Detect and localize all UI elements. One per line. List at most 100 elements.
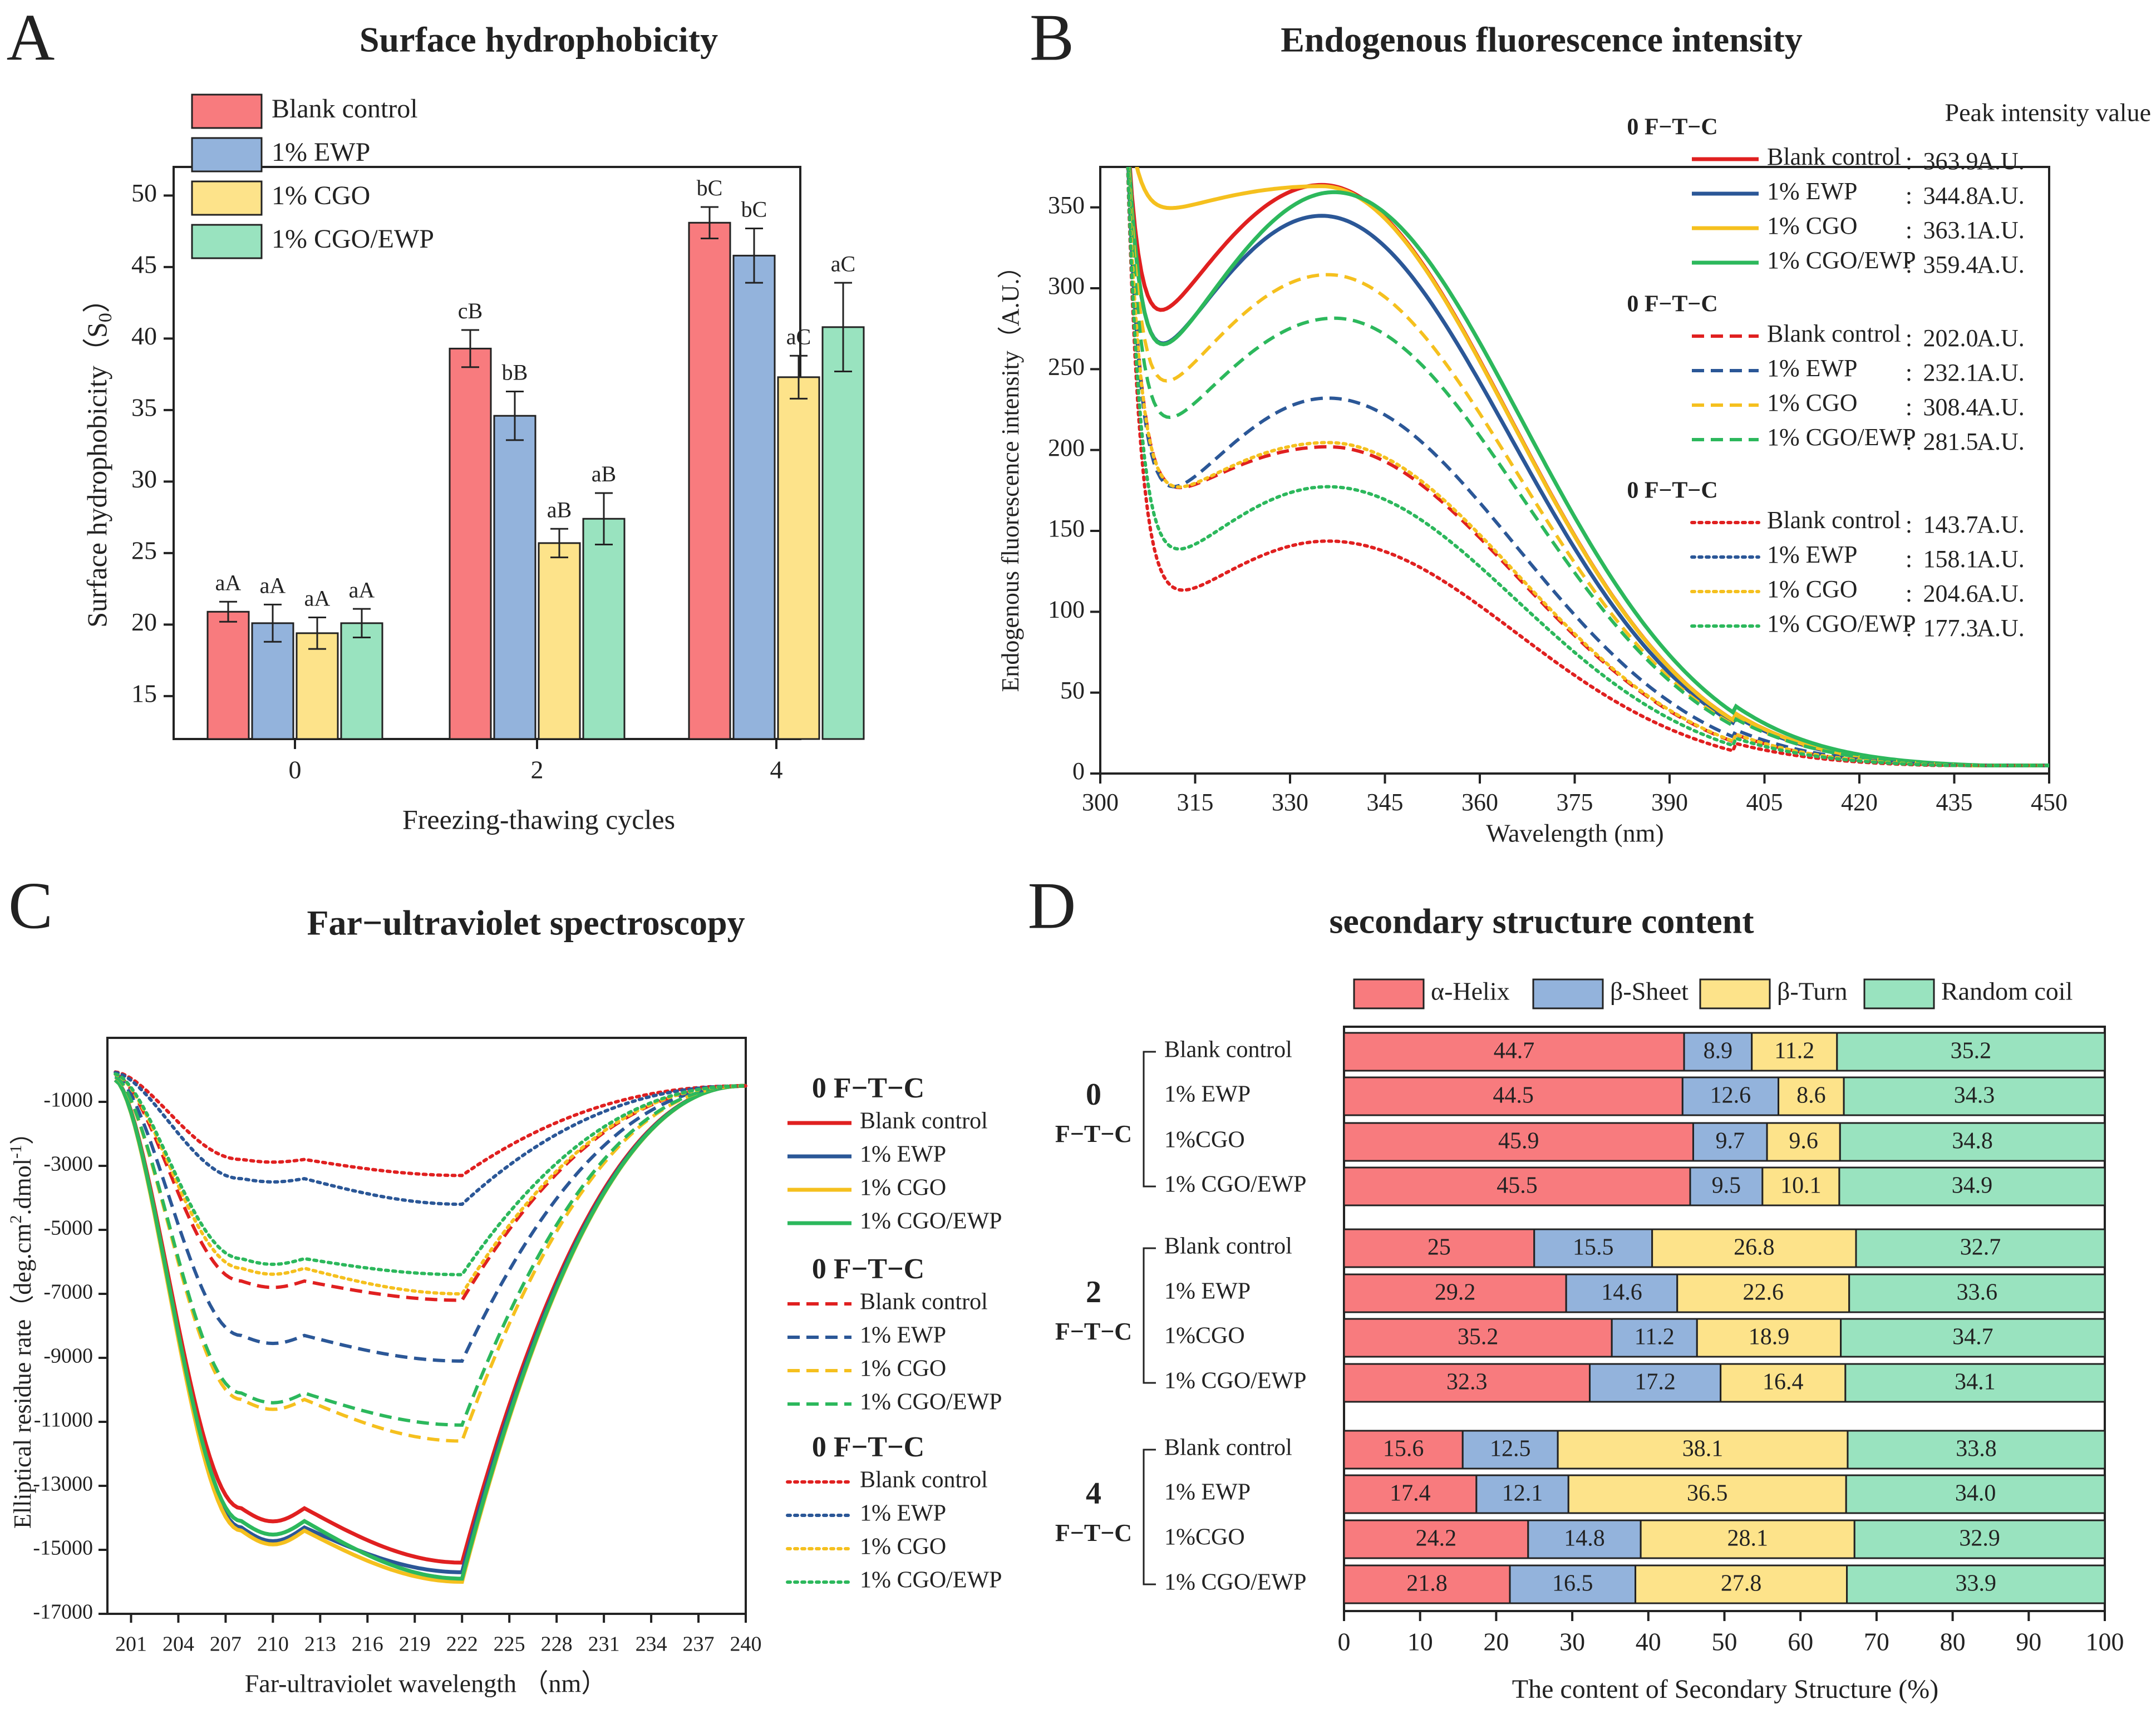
significance-label: aB — [547, 497, 572, 522]
y-tick-label: -11000 — [34, 1408, 93, 1432]
legend-swatch — [1699, 978, 1771, 1009]
colon-separator: : — [1906, 182, 1912, 209]
spectrum-line — [1126, 167, 2049, 767]
legend-group-label: 0 F−T−C — [812, 1431, 924, 1463]
peak-value: 158.1 — [1923, 545, 1978, 573]
segment-value-label: 14.8 — [1564, 1526, 1605, 1552]
colon-separator: : — [1906, 359, 1912, 386]
legend-label: 1% EWP — [1767, 541, 1858, 568]
cd-spectrum-line — [114, 1078, 746, 1565]
segment-value-label: 34.0 — [1955, 1481, 1996, 1506]
row-label: Blank control — [1164, 1234, 1292, 1259]
segment-value-label: 15.5 — [1573, 1235, 1614, 1260]
significance-label: aC — [831, 251, 855, 276]
legend-label: 1% CGO/EWP — [860, 1209, 1002, 1234]
legend-group-label: 0 F−T−C — [1627, 292, 1717, 317]
x-tick-label: 2 — [531, 756, 544, 784]
row-label: 1%CGO — [1164, 1323, 1245, 1349]
x-tick-label: 50 — [1712, 1628, 1737, 1656]
significance-label: aC — [786, 324, 811, 349]
peak-unit: A.U. — [1977, 251, 2025, 278]
y-axis-label-sub: 0 — [95, 313, 116, 322]
segment-value-label: 12.6 — [1710, 1083, 1751, 1109]
stacked-segment — [1844, 1363, 2106, 1403]
stacked-segment — [1475, 1474, 1569, 1514]
stacked-segment — [1840, 1318, 2106, 1358]
legend-label: 1% CGO/EWP — [1767, 423, 1916, 451]
panel-letter-C: C — [8, 869, 53, 943]
cd-spectrum-line — [114, 1074, 746, 1363]
legend-label: 1% CGO — [1767, 212, 1858, 239]
legend-label: 1% CGO — [1767, 389, 1858, 416]
stacked-segment — [1839, 1122, 2106, 1162]
significance-label: aA — [260, 573, 286, 598]
stacked-segment — [1611, 1318, 1698, 1358]
y-label-sup: 2 — [7, 1215, 25, 1223]
x-tick-label: 60 — [1788, 1628, 1813, 1656]
bar — [821, 326, 865, 740]
segment-value-label: 45.9 — [1498, 1129, 1539, 1154]
segment-value-label: 21.8 — [1406, 1571, 1448, 1597]
x-tick-label: 435 — [1936, 789, 1973, 816]
stacked-segment — [1527, 1519, 1642, 1559]
row-label: 1% EWP — [1164, 1279, 1251, 1304]
x-tick-label: 420 — [1841, 789, 1878, 816]
x-tick-label: 0 — [1338, 1628, 1351, 1656]
peak-value: 143.7 — [1923, 511, 1978, 538]
y-label-a: Elliptical residue rate（deg.cm — [9, 1223, 36, 1529]
group-suffix-label: F−T−C — [1055, 1120, 1132, 1147]
segment-value-label: 12.5 — [1490, 1436, 1531, 1462]
legend-swatch — [191, 137, 263, 173]
segment-value-label: 8.6 — [1796, 1083, 1826, 1109]
x-tick-label: 207 — [210, 1633, 242, 1656]
y-tick-label: -7000 — [43, 1280, 93, 1304]
legend-label: α-Helix — [1431, 977, 1510, 1006]
colon-separator: : — [1906, 511, 1912, 538]
cd-spectrum-line — [114, 1072, 747, 1277]
stacked-segment — [1343, 1474, 1478, 1514]
panel-c-line-chart: Far−ultraviolet spectroscopy 201 204 207 210… — [7, 903, 1002, 1698]
legend-label: 1% CGO/EWP — [272, 224, 434, 254]
segment-value-label: 36.5 — [1687, 1481, 1728, 1506]
peak-unit: A.U. — [1977, 359, 2025, 386]
bar — [582, 518, 626, 740]
stacked-segment — [1343, 1318, 1613, 1358]
stacked-segment — [1343, 1363, 1591, 1403]
segment-value-label: 35.2 — [1951, 1038, 1992, 1064]
x-tick-label: 0 — [289, 756, 302, 784]
y-axis-label: Endogenous fluorescence intensity（A.U.） — [997, 254, 1024, 692]
stacked-segment — [1845, 1474, 2106, 1514]
y-axis-label-text: Surface hydrophobicity（S — [81, 322, 112, 628]
x-tick-label: 375 — [1557, 789, 1593, 816]
legend-label: 1% EWP — [1767, 354, 1858, 382]
significance-label: aA — [349, 577, 375, 602]
group-suffix-label: F−T−C — [1055, 1519, 1132, 1546]
colon-separator: : — [1906, 545, 1912, 573]
legend-swatch — [191, 93, 263, 129]
significance-label: cB — [458, 298, 483, 323]
significance-label: aB — [592, 461, 616, 486]
colon-separator: : — [1906, 216, 1912, 244]
significance-label: bB — [502, 360, 528, 385]
segment-value-label: 10.1 — [1780, 1173, 1822, 1199]
group-suffix-label: F−T−C — [1055, 1318, 1132, 1345]
cd-spectrum-line — [114, 1078, 746, 1581]
stacked-segment — [1635, 1564, 1848, 1604]
segment-value-label: 34.8 — [1952, 1129, 1993, 1154]
legend-label: 1% CGO/EWP — [860, 1390, 1002, 1415]
stacked-segment — [1766, 1122, 1841, 1162]
y-tick-label: 0 — [1072, 757, 1085, 785]
segment-value-label: 44.5 — [1493, 1083, 1534, 1109]
stacked-segment — [1343, 1076, 1684, 1116]
x-tick-label: 330 — [1272, 789, 1308, 816]
legend-label: 1% CGO/EWP — [1767, 610, 1916, 637]
peak-value: 359.4 — [1923, 251, 1978, 278]
x-axis-label: Freezing-thawing cycles — [402, 804, 675, 835]
segment-value-label: 17.2 — [1635, 1370, 1676, 1395]
segment-value-label: 26.8 — [1734, 1235, 1775, 1260]
stacked-segment — [1843, 1076, 2106, 1116]
peak-unit: A.U. — [1977, 324, 2025, 352]
legend-swatch — [1353, 978, 1425, 1009]
legend-label: 1% EWP — [860, 1501, 946, 1526]
